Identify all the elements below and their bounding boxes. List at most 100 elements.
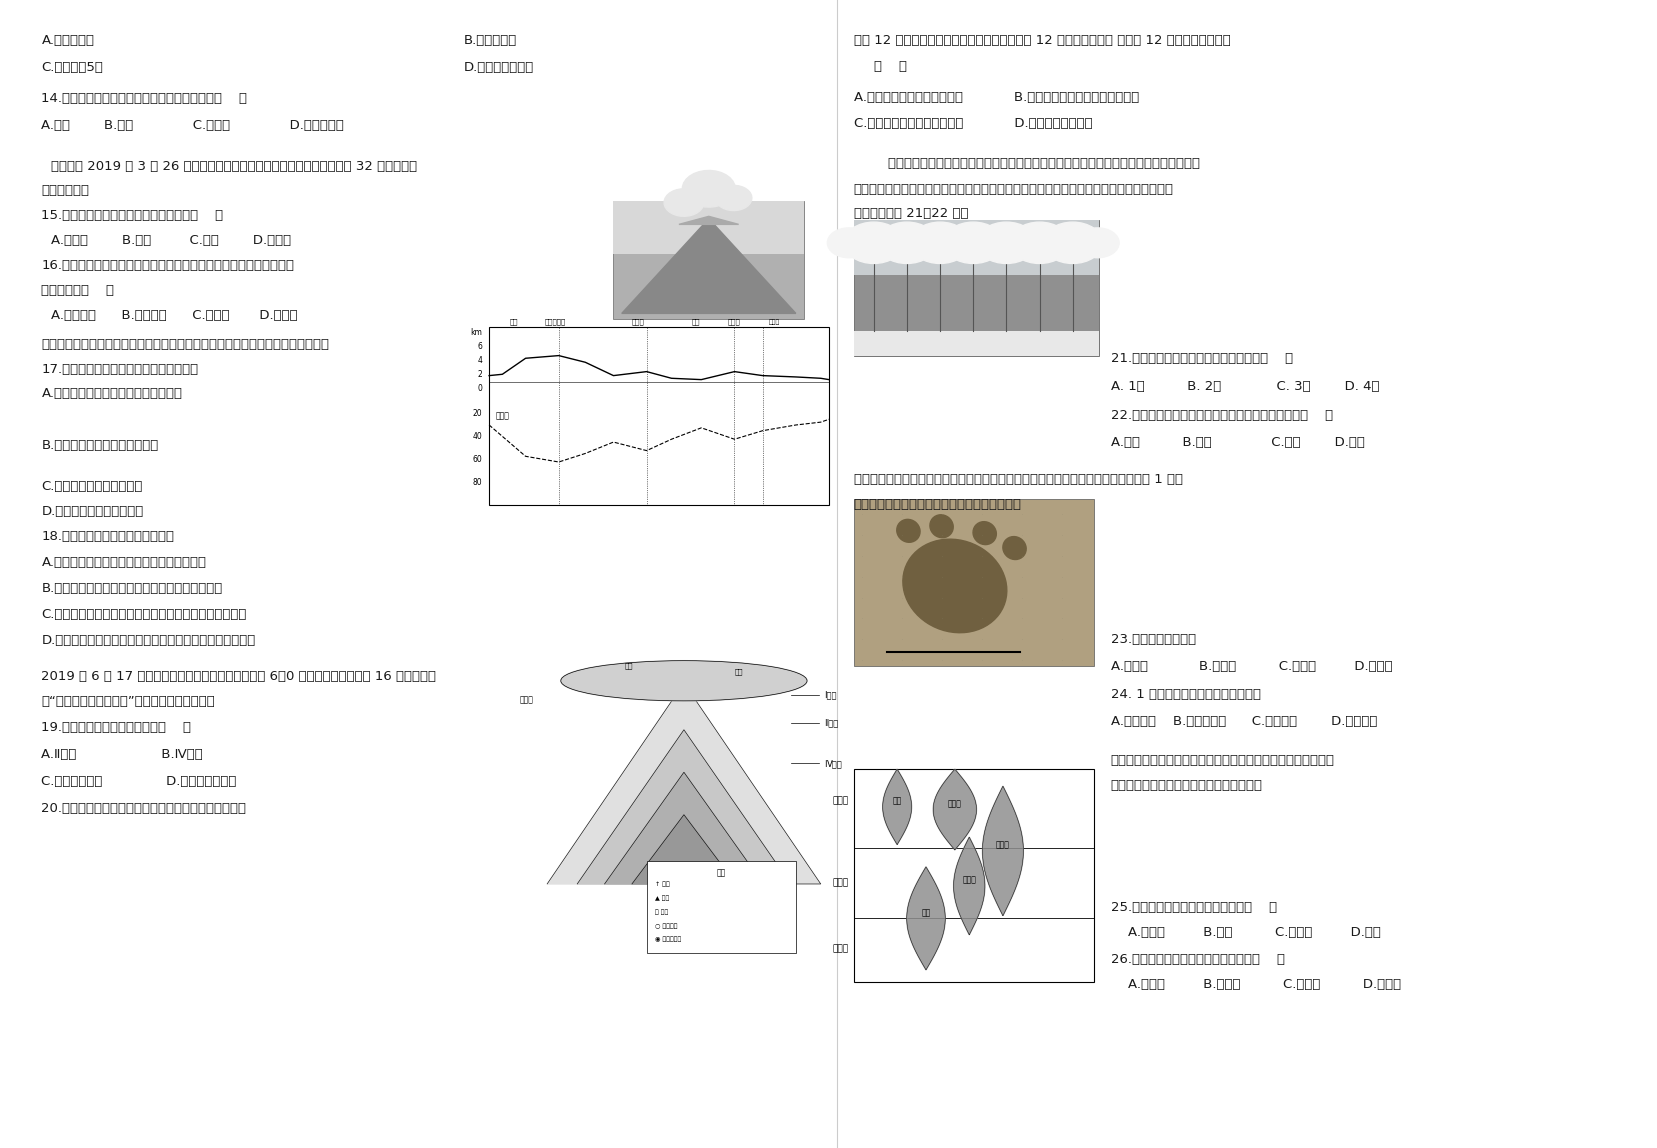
- Circle shape: [926, 227, 969, 257]
- Ellipse shape: [930, 514, 953, 537]
- Text: A.黑子        B.耀班              C.太阳风              D.黑子、耀班: A.黑子 B.耀班 C.太阳风 D.黑子、耀班: [41, 119, 345, 132]
- Bar: [613, 201, 804, 254]
- Text: 26.爬行类动物物种最多的地质年代是（    ）: 26.爬行类动物物种最多的地质年代是（ ）: [1110, 953, 1284, 965]
- Circle shape: [893, 227, 936, 257]
- Circle shape: [877, 222, 936, 263]
- Text: 图例: 图例: [716, 868, 726, 877]
- Text: 代表生物物种越多。读图，完成下列两题。: 代表生物物种越多。读图，完成下列两题。: [1110, 779, 1263, 792]
- Bar: [646, 861, 795, 953]
- Text: 23.恐龙繁盛的时代是: 23.恐龙繁盛的时代是: [1110, 633, 1195, 645]
- Text: D.光球层与色球层: D.光球层与色球层: [464, 61, 534, 73]
- Circle shape: [877, 227, 920, 257]
- Text: 两栖类: 两栖类: [961, 876, 976, 885]
- Text: Ⅳ圈层: Ⅳ圈层: [824, 759, 842, 768]
- Text: 〜 河流: 〜 河流: [655, 909, 668, 915]
- Polygon shape: [621, 218, 795, 313]
- Text: B.地震波自上而下经过莫霍面时纵波速度逐渐变慢: B.地震波自上而下经过莫霍面时纵波速度逐渐变慢: [41, 582, 222, 595]
- Text: C.莫霍界面以下               D.古登堡界面以下: C.莫霍界面以下 D.古登堡界面以下: [41, 775, 237, 788]
- Text: 4: 4: [477, 356, 482, 365]
- Text: 2019 年 6 月 17 日，四川省南部宜宾市的长宁县发生 6．0 级地震，震源深度为 16 千米。下图: 2019 年 6 月 17 日，四川省南部宜宾市的长宁县发生 6．0 级地震，震…: [41, 670, 436, 683]
- Circle shape: [1009, 227, 1052, 257]
- Text: 答下列两题。: 答下列两题。: [41, 184, 89, 196]
- Ellipse shape: [1002, 536, 1026, 559]
- Text: 冰晶沉积物，是非常难得的自然奇观。雾凵景观以吉林雾凵最为有名。下图为吉林雾凵景观: 冰晶沉积物，是非常难得的自然奇观。雾凵景观以吉林雾凵最为有名。下图为吉林雾凵景观: [853, 183, 1173, 195]
- Text: 下图为西藏至准噍尔一线的地势及莫霍界面深度变化示意图。读图完成下面小题。: 下图为西藏至准噍尔一线的地势及莫霍界面深度变化示意图。读图完成下面小题。: [41, 338, 330, 350]
- Text: C.地震发生时，船上的人先感觉到左右摇晃，后上下颧簇: C.地震发生时，船上的人先感觉到左右摇晃，后上下颧簇: [41, 608, 247, 621]
- Text: 西藏: 西藏: [641, 304, 651, 311]
- Circle shape: [843, 222, 903, 263]
- Text: 山地: 山地: [734, 668, 742, 675]
- Text: A.地震波自上而下经过莫霍面时横波突然消失: A.地震波自上而下经过莫霍面时横波突然消失: [41, 556, 207, 568]
- Text: ◉ 古登堡界面: ◉ 古登堡界面: [655, 937, 681, 943]
- Bar: [853, 769, 1094, 982]
- Text: 20: 20: [472, 409, 482, 418]
- Text: 鸟类: 鸟类: [891, 797, 901, 806]
- Text: 下图表示地球上部分生物类型出现的时间范围，横向宽度越大，: 下图表示地球上部分生物类型出现的时间范围，横向宽度越大，: [1110, 754, 1334, 767]
- Bar: [853, 499, 1094, 666]
- Text: A.爬行类         B.鸟类          C.两栖类         D.鱼类: A.爬行类 B.鸟类 C.两栖类 D.鱼类: [1110, 926, 1380, 939]
- Polygon shape: [577, 730, 790, 884]
- Text: B.海拔降低，地壳厚度肯定变小: B.海拔降低，地壳厚度肯定变小: [41, 439, 159, 451]
- Polygon shape: [605, 773, 762, 884]
- Text: A.太古宙            B.元古宙          C.古生代         D.中生代: A.太古宙 B.元古宙 C.古生代 D.中生代: [1110, 660, 1392, 673]
- Text: 24. 1 亿年前，该地的地理环境可能是: 24. 1 亿年前，该地的地理环境可能是: [1110, 688, 1259, 700]
- Text: A.海拔越高的地区，一般地壳厚度越大: A.海拔越高的地区，一般地壳厚度越大: [41, 387, 182, 400]
- Text: 陕西省神木市发现一系列巨大脚印化石，经考古专家实地考察，初步认定这批化石是 1 亿年: 陕西省神木市发现一系列巨大脚印化石，经考古专家实地考察，初步认定这批化石是 1 …: [853, 473, 1181, 486]
- Circle shape: [1075, 227, 1118, 257]
- Text: D.塔里木盆地地壳厚度最小: D.塔里木盆地地壳厚度最小: [41, 505, 144, 518]
- Text: 前恐龙的脚印（下图）。据此，完成下面小题。: 前恐龙的脚印（下图）。据此，完成下面小题。: [853, 498, 1021, 511]
- Text: 2: 2: [477, 370, 482, 379]
- Polygon shape: [882, 769, 911, 845]
- Text: A.古生代         B.中生代          C.元古宙          D.新生代: A.古生代 B.中生代 C.元古宙 D.新生代: [1110, 978, 1400, 991]
- Text: 昵仑山: 昵仑山: [631, 318, 645, 325]
- Text: A.海洋          B.空气              C.岩石        D.植物: A.海洋 B.空气 C.岩石 D.植物: [1110, 436, 1364, 449]
- Polygon shape: [679, 216, 739, 224]
- Circle shape: [827, 227, 870, 257]
- Circle shape: [860, 227, 903, 257]
- Polygon shape: [983, 786, 1022, 916]
- Circle shape: [943, 227, 986, 257]
- Bar: [613, 201, 804, 319]
- Text: Ⅰ圈层: Ⅰ圈层: [824, 690, 837, 699]
- Text: C.喜马拉雅山地壳厚度最大: C.喜马拉雅山地壳厚度最大: [41, 480, 143, 492]
- Text: 25.图中所示生物中，出现最早的是（    ）: 25.图中所示生物中，出现最早的是（ ）: [1110, 901, 1276, 914]
- Polygon shape: [716, 185, 752, 210]
- Text: 6: 6: [477, 342, 482, 351]
- Circle shape: [993, 227, 1036, 257]
- Text: 哺乳类: 哺乳类: [948, 799, 961, 808]
- Polygon shape: [547, 683, 820, 884]
- Text: 要会散发到（    ）: 要会散发到（ ）: [41, 284, 114, 296]
- Text: 莫霍面: 莫霍面: [495, 412, 509, 420]
- Text: A.干旱环境    B.地势起伏大      C.热带海域        D.森林密布: A.干旱环境 B.地势起伏大 C.热带海域 D.森林密布: [1110, 715, 1377, 728]
- Text: A.都是光球层: A.都是光球层: [41, 34, 94, 47]
- Text: 据报道至 2019 年 3 月 26 日俄罗斯堪察加边疆区克柳切夫火山群已爆发了 32 次。据此回: 据报道至 2019 年 3 月 26 日俄罗斯堪察加边疆区克柳切夫火山群已爆发了…: [17, 160, 416, 172]
- Text: 图。据此回答 21～22 题。: 图。据此回答 21～22 题。: [853, 207, 968, 219]
- Bar: [489, 327, 828, 505]
- Text: 17.下列关于图中地壳厚度的说法正确的是: 17.下列关于图中地壳厚度的说法正确的是: [41, 363, 199, 375]
- Polygon shape: [906, 867, 944, 970]
- Text: 15.此火山口喷出的大量岩浆可能来源于（    ）: 15.此火山口喷出的大量岩浆可能来源于（ ）: [41, 209, 224, 222]
- Text: 19.此次地震的震源最可能位于（    ）: 19.此次地震的震源最可能位于（ ）: [41, 721, 191, 734]
- Polygon shape: [953, 837, 984, 934]
- Ellipse shape: [903, 540, 1006, 633]
- Text: 鱼类: 鱼类: [921, 908, 930, 917]
- Text: Ⅱ圈层: Ⅱ圈层: [824, 719, 838, 728]
- Text: B.都是色球层: B.都是色球层: [464, 34, 517, 47]
- Text: km: km: [471, 328, 482, 338]
- Circle shape: [976, 227, 1019, 257]
- Text: C.都是日儉5层: C.都是日儉5层: [41, 61, 103, 73]
- Ellipse shape: [560, 660, 807, 700]
- Polygon shape: [933, 769, 976, 850]
- Text: 为“地球圈层结构示意图”。据此完成下面小题。: 为“地球圈层结构示意图”。据此完成下面小题。: [41, 695, 215, 707]
- Text: 中生代: 中生代: [832, 878, 848, 887]
- Circle shape: [1009, 222, 1069, 263]
- Circle shape: [1026, 227, 1069, 257]
- Bar: [853, 332, 1099, 356]
- Bar: [853, 220, 1099, 356]
- Text: 海洋: 海洋: [625, 662, 633, 669]
- Polygon shape: [664, 188, 703, 216]
- Text: 20.地震发生以后，建筑物并不会马上倒塌，一般都要间: 20.地震发生以后，建筑物并不会马上倒塌，一般都要间: [41, 802, 247, 815]
- Text: 16.火山溶岩在地表流动的过程中，会逐渐凝固下来，其大量的热能主: 16.火山溶岩在地表流动的过程中，会逐渐凝固下来，其大量的热能主: [41, 259, 295, 272]
- Circle shape: [1042, 222, 1102, 263]
- Text: 爬行类: 爬行类: [996, 840, 1009, 850]
